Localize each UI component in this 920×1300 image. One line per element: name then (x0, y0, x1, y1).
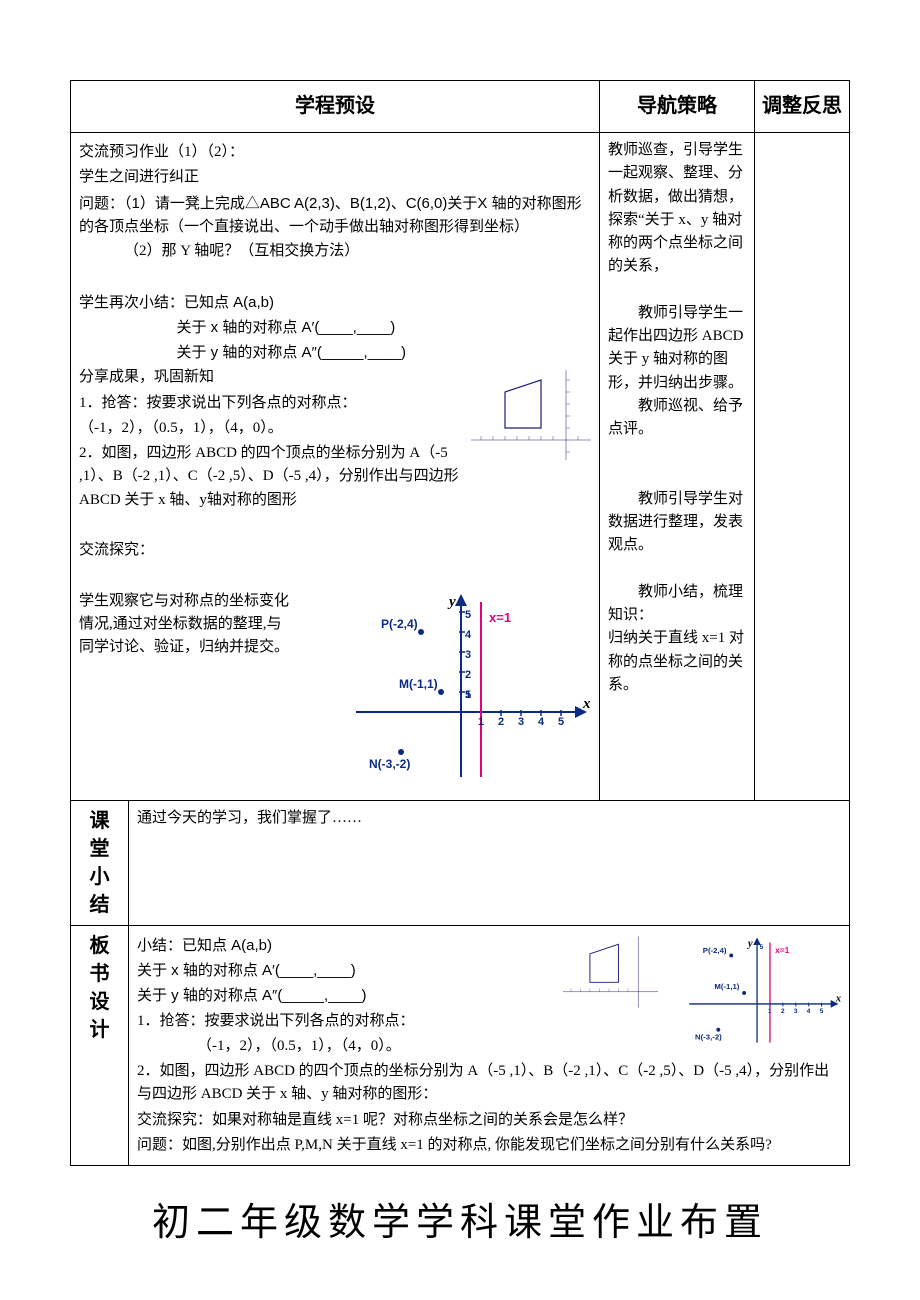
svg-text:4: 4 (807, 1008, 811, 1015)
text-line: 关于 y 轴的对称点 A″(_____,____) (79, 341, 591, 364)
text-line: 教师引导学生一起作出四边形 ABCD 关于 y 轴对称的图形，并归纳出步骤。 (608, 302, 746, 395)
text-line: 归纳关于直线 x=1 对称的点坐标之间的关系。 (608, 627, 746, 697)
svg-text:2: 2 (498, 716, 504, 728)
text-line: 教师小结，梳理知识： (608, 581, 746, 628)
svg-text:x=1: x=1 (489, 610, 511, 625)
text-line: 教师巡查，引导学生一起观察、整理、分析数据，做出猜想，探索“关于 x、y 轴对称… (608, 139, 746, 279)
figure-quadrilateral-small (471, 370, 591, 468)
header-preset: 学程预设 (71, 81, 600, 133)
svg-text:3: 3 (465, 649, 471, 661)
board-cell: x y x=1 P(-2,4) M(-1,1) N(-3,-2) (129, 925, 850, 1165)
page-footer-title: 初二年级数学学科课堂作业布置 (70, 1194, 850, 1253)
text-line: 学生观察它与对称点的坐标变化情况,通过对坐标数据的整理,与同学讨论、验证，归纳并… (79, 590, 289, 660)
text-line: 教师引导学生对数据进行整理，发表观点。 (608, 488, 746, 558)
svg-text:5: 5 (820, 1008, 824, 1015)
lesson-plan-table: 学程预设 导航策略 调整反思 交流预习作业（1）（2）： 学生之间进行纠正 问题… (70, 80, 850, 1166)
header-adjust: 调整反思 (755, 81, 850, 133)
svg-text:N(-3,-2): N(-3,-2) (695, 1032, 722, 1041)
summary-cell: 通过今天的学习，我们掌握了…… (129, 800, 850, 925)
svg-text:4: 4 (538, 716, 545, 728)
svg-text:2: 2 (465, 669, 471, 681)
svg-text:P(-2,4): P(-2,4) (381, 617, 418, 631)
svg-text:N(-3,-2): N(-3,-2) (369, 757, 410, 771)
svg-text:3: 3 (518, 716, 524, 728)
content-cell: 交流预习作业（1）（2）： 学生之间进行纠正 问题：（1）请一凳上完成△ABC … (71, 133, 600, 801)
svg-text:x: x (835, 993, 841, 1004)
text-line: 交流探究：如果对称轴是直线 x=1 呢？对称点坐标之间的关系会是怎么样？ (137, 1109, 841, 1132)
row-label-board: 板书设计 (71, 925, 129, 1165)
text-line: 学生再次小结：已知点 A(a,b) (79, 291, 591, 314)
svg-text:1: 1 (465, 689, 471, 701)
figure-coordinate-mini: x y x=1 P(-2,4) M(-1,1) N(-3,-2) (686, 936, 841, 1054)
svg-text:M(-1,1): M(-1,1) (399, 677, 438, 691)
svg-text:2: 2 (781, 1008, 785, 1015)
row-label-summary: 课堂小结 (71, 800, 129, 925)
svg-text:4: 4 (465, 629, 472, 641)
svg-text:x: x (582, 696, 591, 712)
text-line: 关于 x 轴的对称点 A′(____,____) (79, 316, 591, 339)
text-line: （2）那 Y 轴呢？（互相交换方法） (79, 240, 591, 263)
svg-text:5: 5 (465, 609, 471, 621)
figure-quadrilateral-mini (563, 936, 658, 1016)
adjust-cell (755, 133, 850, 801)
text-line: 2．如图，四边形 ABCD 的四个顶点的坐标分别为 A（-5 ,1）、B（-2 … (137, 1060, 841, 1107)
text-line: 问题：（1）请一凳上完成△ABC A(2,3)、B(1,2)、C(6,0)关于X… (79, 192, 591, 239)
svg-text:5: 5 (558, 716, 564, 728)
text-line: 教师巡视、给予点评。 (608, 395, 746, 442)
svg-text:1: 1 (768, 1008, 772, 1015)
nav-cell: 教师巡查，引导学生一起观察、整理、分析数据，做出猜想，探索“关于 x、y 轴对称… (600, 133, 755, 801)
text-line: 通过今天的学习，我们掌握了…… (137, 810, 362, 826)
header-nav: 导航策略 (600, 81, 755, 133)
svg-text:y: y (746, 938, 753, 949)
svg-text:5: 5 (760, 944, 764, 951)
svg-text:M(-1,1): M(-1,1) (714, 982, 739, 991)
svg-text:x=1: x=1 (775, 945, 790, 955)
svg-text:y: y (447, 594, 456, 610)
svg-text:P(-2,4): P(-2,4) (703, 946, 727, 955)
svg-text:1: 1 (478, 716, 484, 728)
text-line: 交流预习作业（1）（2）： (79, 141, 591, 164)
svg-text:3: 3 (794, 1008, 798, 1015)
text-line: 学生之间进行纠正 (79, 166, 591, 189)
text-line: 交流探究： (79, 539, 591, 562)
figure-coordinate-large: x y x=1 5 4 3 2 5 1 2 3 4 5 (351, 592, 591, 790)
text-line: 问题：如图,分别作出点 P,M,N 关于直线 x=1 的对称点, 你能发现它们坐… (137, 1134, 841, 1157)
